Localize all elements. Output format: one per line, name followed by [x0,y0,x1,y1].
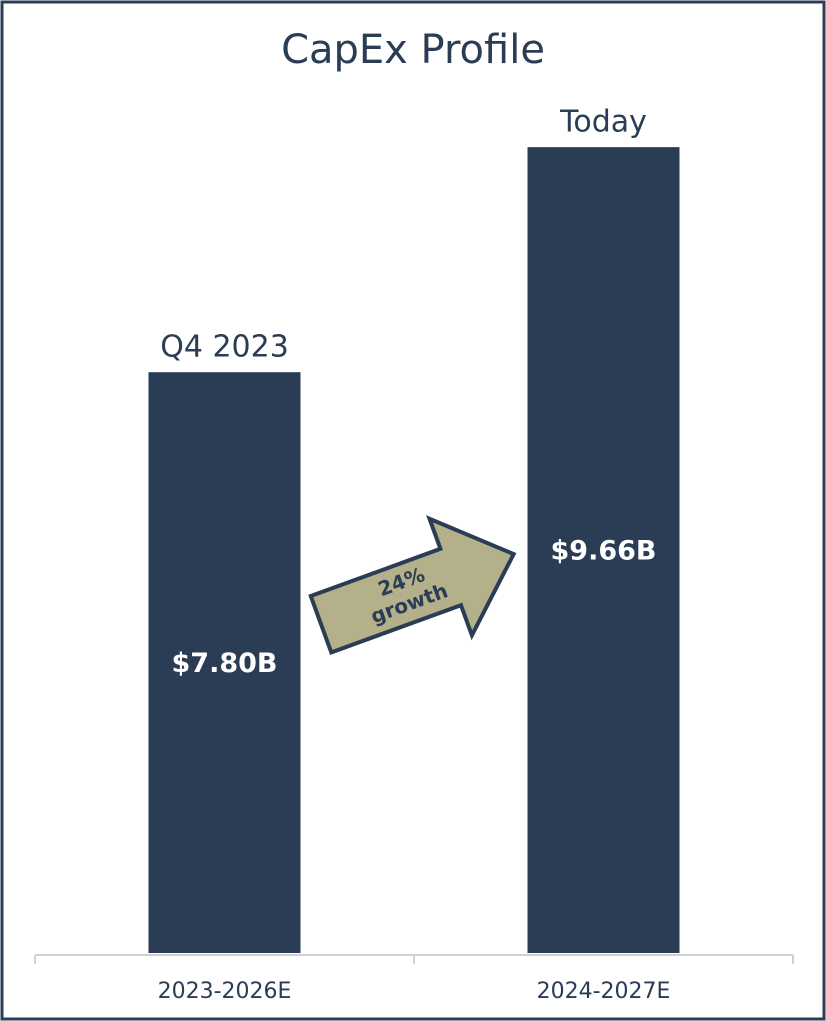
bar-annotation: Q4 2023 [160,330,289,365]
bar [148,372,301,953]
arrow-shape [308,515,517,655]
x-tick-label: 2023-2026E [158,979,292,1004]
value-label: $7.80B [172,648,278,679]
value-label: $9.66B [551,536,657,567]
axis [34,954,794,964]
growth-arrow: 24%growth [308,515,517,655]
bar-annotation: Today [559,105,647,140]
bar [527,147,680,953]
x-tick-label: 2024-2027E [537,979,671,1004]
chart-title: CapEx Profile [281,27,545,73]
